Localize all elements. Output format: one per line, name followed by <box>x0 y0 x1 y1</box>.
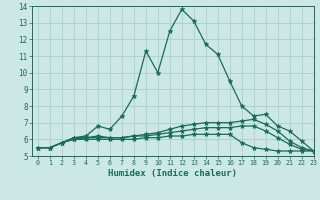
X-axis label: Humidex (Indice chaleur): Humidex (Indice chaleur) <box>108 169 237 178</box>
